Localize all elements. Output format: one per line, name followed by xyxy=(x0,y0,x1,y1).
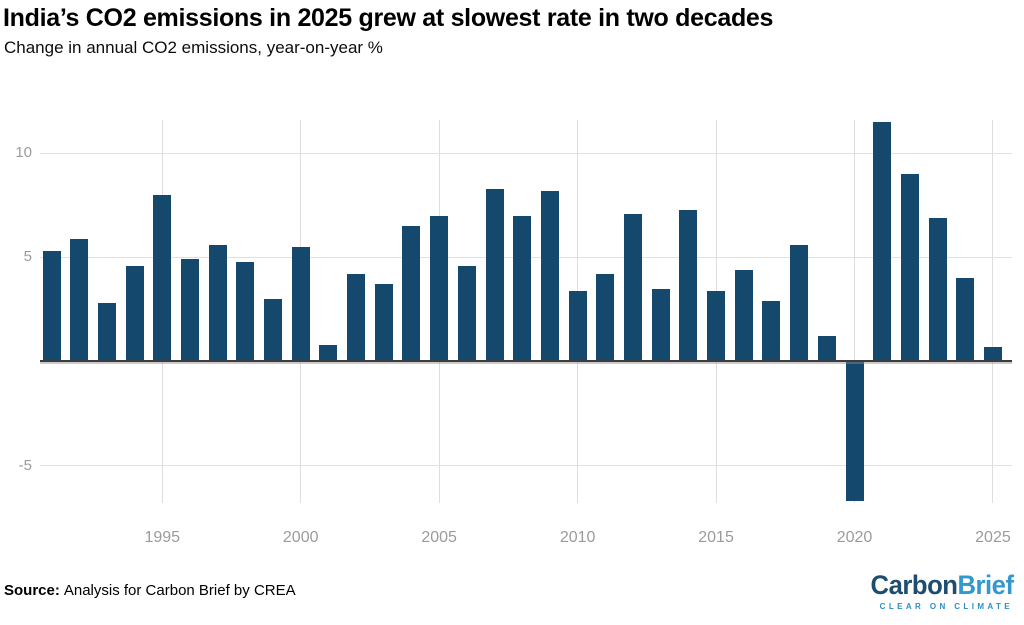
x-gridline-2025 xyxy=(992,120,994,503)
logo-brief: Brief xyxy=(957,570,1015,600)
bar-2013 xyxy=(651,288,670,362)
y-gridline-10 xyxy=(40,152,1012,154)
bar-1993 xyxy=(97,303,116,362)
bar-1992 xyxy=(70,238,89,362)
bar-2007 xyxy=(485,188,504,362)
x-tick-label: 2000 xyxy=(282,529,319,546)
bar-2010 xyxy=(568,290,587,362)
source-text: Analysis for Carbon Brief by CREA xyxy=(63,582,296,599)
bar-2016 xyxy=(734,269,753,362)
bar-1998 xyxy=(236,261,255,362)
bar-2014 xyxy=(679,209,698,362)
bar-2009 xyxy=(540,190,559,362)
x-tick-label: 2015 xyxy=(698,529,734,546)
bar-1995 xyxy=(153,194,172,362)
y-tick-label: 10 xyxy=(15,144,32,162)
bar-2005 xyxy=(430,215,449,362)
logo-carbon: Carbon xyxy=(871,570,958,600)
bar-2011 xyxy=(596,274,615,362)
x-tick-label: 2020 xyxy=(836,529,873,546)
x-tick-label: 2025 xyxy=(975,529,1011,546)
bar-2022 xyxy=(900,174,919,362)
y-tick-label: 5 xyxy=(23,248,32,266)
bar-2012 xyxy=(623,213,642,362)
bar-2017 xyxy=(762,301,781,362)
source-line: Source: Analysis for Carbon Brief by CREA xyxy=(4,582,296,599)
bar-1991 xyxy=(42,251,61,362)
bar-1994 xyxy=(125,265,144,362)
bar-1996 xyxy=(180,259,199,362)
bar-2018 xyxy=(790,244,809,362)
x-tick-label: 1995 xyxy=(144,529,181,546)
bar-2006 xyxy=(457,265,476,362)
x-tick-label: 2010 xyxy=(559,529,596,546)
bar-1999 xyxy=(264,299,283,362)
carbonbrief-logo: CarbonBrief CLEAR ON CLIMATE xyxy=(863,572,1014,612)
bar-2001 xyxy=(319,344,338,362)
bar-2021 xyxy=(873,122,892,362)
carbonbrief-wordmark: CarbonBrief xyxy=(871,572,1014,599)
y-gridline--5 xyxy=(40,465,1012,467)
bar-2000 xyxy=(291,246,310,362)
bar-2019 xyxy=(817,336,836,362)
page-subtitle: Change in annual CO2 emissions, year-on-… xyxy=(4,38,383,57)
bar-2023 xyxy=(928,217,947,362)
bar-2015 xyxy=(707,290,726,362)
bar-2003 xyxy=(374,284,393,362)
bar-2008 xyxy=(513,215,532,362)
y-tick-label: -5 xyxy=(18,456,32,474)
page-title: India’s CO2 emissions in 2025 grew at sl… xyxy=(3,4,774,32)
x-tick-label: 2005 xyxy=(421,529,457,546)
bar-2024 xyxy=(956,278,975,362)
source-label: Source: xyxy=(4,582,60,599)
logo-tagline: CLEAR ON CLIMATE xyxy=(879,602,1013,611)
zero-axis-line xyxy=(40,360,1012,363)
bar-2025 xyxy=(983,346,1002,362)
bar-1997 xyxy=(208,244,227,362)
x-gridline-2020 xyxy=(854,120,855,503)
bar-2020 xyxy=(845,361,864,501)
bar-2002 xyxy=(347,274,366,362)
bar-2004 xyxy=(402,226,421,362)
